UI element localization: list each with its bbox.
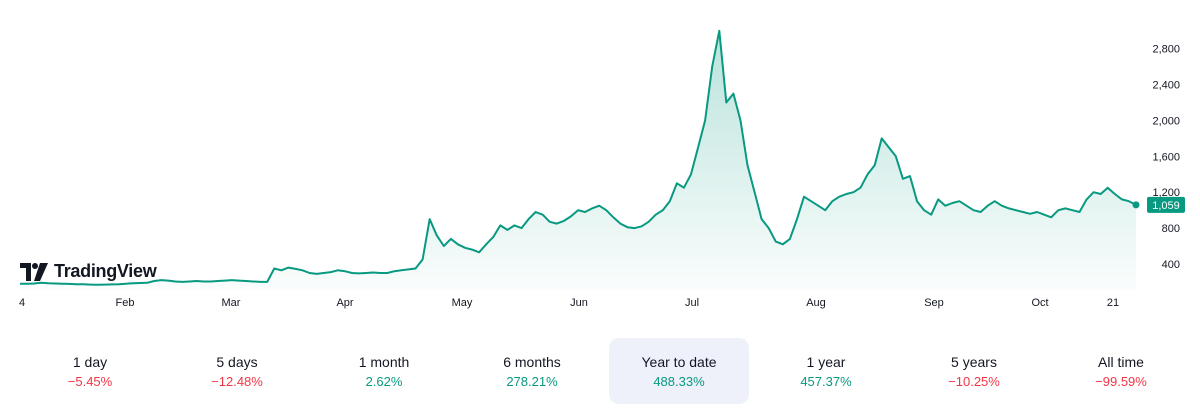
y-tick-label: 2,000 xyxy=(1152,115,1180,127)
x-axis: 4 Feb Mar Apr May Jun Jul Aug Sep Oct 21 xyxy=(19,297,1119,309)
logo-text: TradingView xyxy=(54,261,157,281)
series-line xyxy=(20,29,1137,286)
period-label: Year to date xyxy=(641,353,717,370)
period-label: 5 years xyxy=(951,353,997,370)
y-tick-label: 2,800 xyxy=(1152,44,1180,56)
y-tick-label: 1,200 xyxy=(1152,187,1180,199)
period-label: 1 month xyxy=(358,353,410,370)
price-chart[interactable]: 4 Feb Mar Apr May Jun Jul Aug Sep Oct 21 400 800 1,2… xyxy=(0,0,1200,330)
period-change: 457.37% xyxy=(800,373,852,389)
period-1-year[interactable]: 1 year 457.37% xyxy=(756,338,896,404)
period-1-day[interactable]: 1 day −5.45% xyxy=(20,338,160,404)
x-tick-label: Oct xyxy=(1031,297,1048,309)
period-label: 6 months xyxy=(503,353,561,370)
last-price-tag-label: 1,059 xyxy=(1152,200,1180,212)
last-price-tag xyxy=(1147,196,1185,213)
x-tick-label: Mar xyxy=(222,297,241,309)
period-label: All time xyxy=(1098,353,1144,370)
period-5-days[interactable]: 5 days −12.48% xyxy=(167,338,307,404)
performance-periods: 1 day −5.45% 5 days −12.48% 1 month 2.62… xyxy=(0,338,1200,404)
period-change: −10.25% xyxy=(948,373,1000,389)
y-tick-label: 2,400 xyxy=(1152,80,1180,92)
period-change: −12.48% xyxy=(211,373,263,389)
x-tick-label: Aug xyxy=(806,297,826,309)
y-tick-label: 800 xyxy=(1162,223,1180,235)
period-6-months[interactable]: 6 months 278.21% xyxy=(462,338,602,404)
period-change: −99.59% xyxy=(1095,373,1147,389)
x-tick-label: 21 xyxy=(1107,297,1119,309)
x-tick-label: Sep xyxy=(924,297,944,309)
x-tick-label: Apr xyxy=(336,297,353,309)
period-5-years[interactable]: 5 years −10.25% xyxy=(904,338,1044,404)
period-change: 278.21% xyxy=(506,373,558,389)
period-label: 5 days xyxy=(216,353,258,370)
period-all-time[interactable]: All time −99.59% xyxy=(1051,338,1191,404)
y-axis: 400 800 1,200 1,600 2,000 2,400 2,800 xyxy=(1152,44,1180,271)
x-tick-label: Jul xyxy=(685,297,699,309)
period-change: 488.33% xyxy=(653,373,705,389)
x-tick-label: Jun xyxy=(570,297,588,309)
y-tick-label: 400 xyxy=(1162,259,1180,271)
period-label: 1 day xyxy=(72,353,108,370)
tradingview-logo-icon xyxy=(20,262,48,281)
x-tick-label: 4 xyxy=(19,297,25,309)
x-tick-label: Feb xyxy=(116,297,135,309)
period-year-to-date[interactable]: Year to date 488.33% xyxy=(609,338,749,404)
series-area-fill xyxy=(20,30,1136,291)
x-tick-label: May xyxy=(452,297,473,309)
period-change: 2.62% xyxy=(365,373,403,389)
period-change: −5.45% xyxy=(67,373,113,389)
tradingview-logo[interactable]: TradingView xyxy=(20,261,157,282)
last-price-point xyxy=(1132,201,1140,209)
period-1-month[interactable]: 1 month 2.62% xyxy=(314,338,454,404)
y-tick-label: 1,600 xyxy=(1152,151,1180,163)
period-label: 1 year xyxy=(806,353,846,370)
